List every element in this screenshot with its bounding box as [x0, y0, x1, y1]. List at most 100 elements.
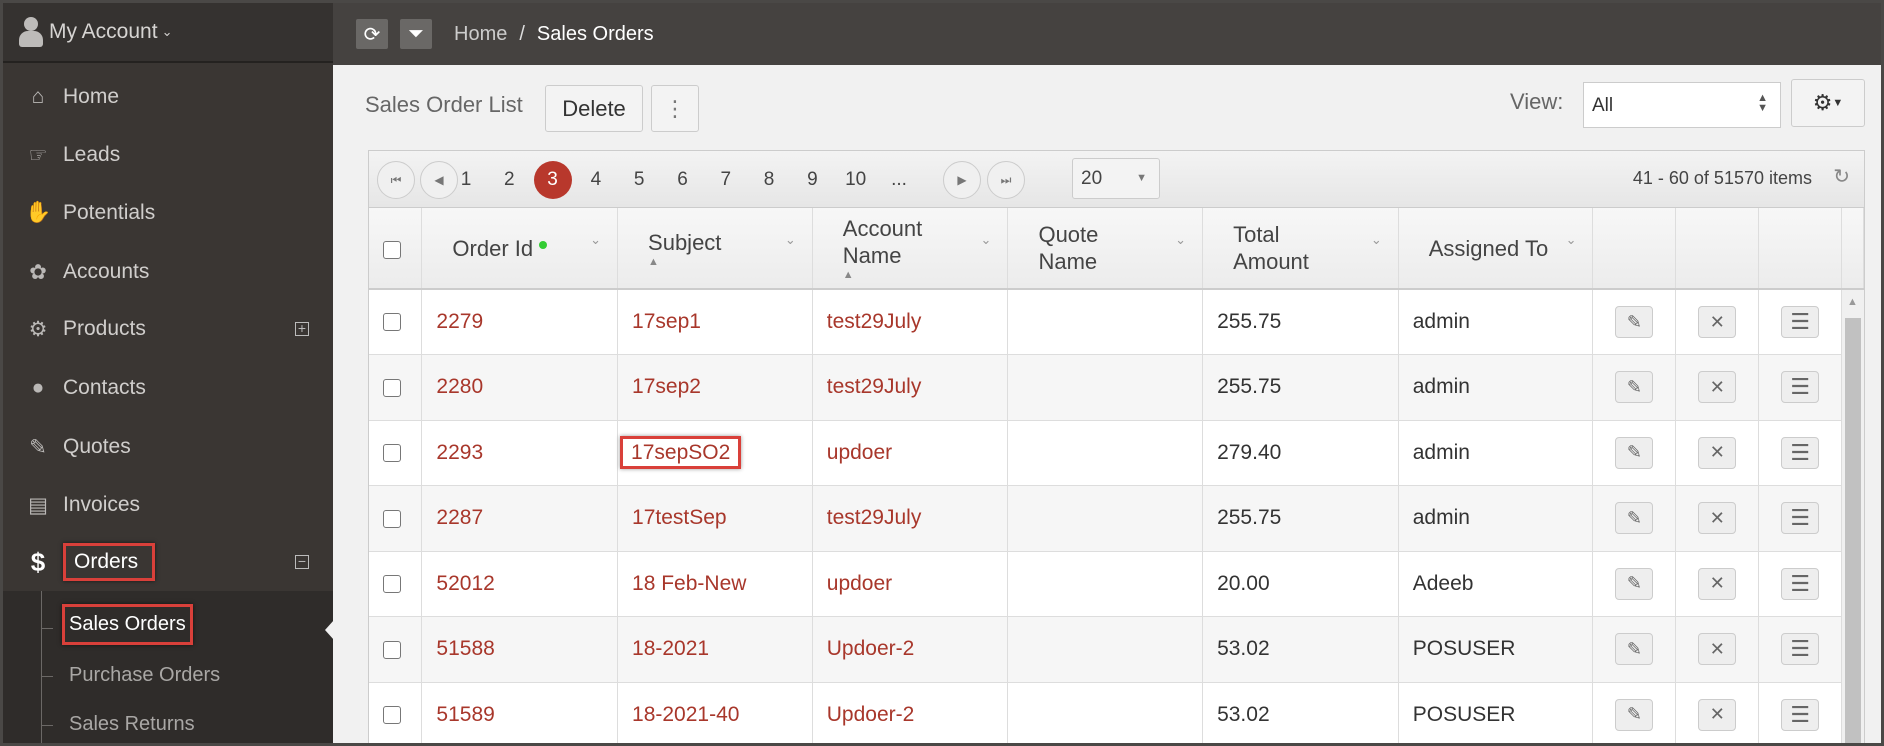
sidebar-subitem-purchase-orders[interactable]: Purchase Orders: [69, 664, 221, 686]
delete-row-button[interactable]: ✕: [1698, 306, 1737, 338]
edit-button[interactable]: ✎: [1615, 698, 1654, 731]
sidebar-item-home[interactable]: ⌂ Home: [3, 68, 333, 126]
column-menu-icon[interactable]: ⌄: [590, 232, 602, 247]
row-checkbox[interactable]: [383, 575, 401, 594]
row-checkbox[interactable]: [383, 378, 401, 397]
edit-button[interactable]: ✎: [1615, 502, 1654, 535]
subject-link[interactable]: 18 Feb-New: [632, 571, 747, 595]
delete-row-button[interactable]: ✕: [1698, 436, 1737, 469]
sidebar-item-potentials[interactable]: ✋ Potentials: [3, 184, 333, 242]
column-menu-icon[interactable]: ⌄: [1565, 232, 1577, 247]
column-menu-icon[interactable]: ⌄: [784, 232, 796, 247]
sidebar-item-contacts[interactable]: ● Contacts: [3, 359, 333, 417]
subject-link[interactable]: 17sepSO2: [620, 435, 742, 469]
sidebar-item-products[interactable]: ⚙ Products +: [3, 300, 333, 358]
row-checkbox[interactable]: [383, 706, 401, 725]
sidebar-subitem-sales-returns[interactable]: Sales Returns: [69, 713, 195, 735]
column-header[interactable]: Total Amount ⌄: [1202, 208, 1399, 290]
edit-button[interactable]: ✎: [1615, 633, 1654, 666]
column-menu-icon[interactable]: ⌄: [980, 232, 992, 247]
page-5-button[interactable]: 5: [633, 169, 645, 190]
column-header[interactable]: Account Name ▲ ⌄: [812, 208, 1009, 290]
page-6-button[interactable]: 6: [677, 169, 688, 190]
column-menu-icon[interactable]: ⌄: [1175, 232, 1187, 247]
delete-row-button[interactable]: ✕: [1698, 371, 1737, 404]
account-link[interactable]: test29July: [826, 506, 922, 530]
sidebar-item-leads[interactable]: ☞ Leads: [3, 126, 333, 184]
edit-button[interactable]: ✎: [1615, 371, 1654, 404]
settings-button[interactable]: ⚙ ▼: [1791, 79, 1865, 127]
my-account-menu[interactable]: My Account ⌄: [3, 3, 333, 63]
prev-page-button[interactable]: ◀: [420, 161, 458, 199]
column-header[interactable]: Order Id ⌄: [421, 208, 619, 290]
page-more-button[interactable]: ...: [891, 169, 907, 190]
account-link[interactable]: updoer: [826, 571, 893, 595]
delete-button[interactable]: Delete: [545, 85, 643, 132]
page-10-button[interactable]: 10: [845, 169, 867, 190]
delete-row-button[interactable]: ✕: [1698, 502, 1737, 535]
subject-link[interactable]: 17testSep: [632, 506, 727, 530]
subject-link[interactable]: 17sep2: [632, 375, 701, 399]
column-header[interactable]: Quote Name ⌄: [1007, 208, 1204, 290]
sidebar-item-accounts[interactable]: ✿ Accounts: [3, 243, 333, 301]
page-3-button[interactable]: 3: [533, 161, 572, 199]
column-header[interactable]: Subject ▲ ⌄: [617, 208, 813, 290]
edit-button[interactable]: ✎: [1615, 436, 1654, 469]
page-7-button[interactable]: 7: [720, 169, 732, 190]
row-menu-button[interactable]: ☰: [1781, 306, 1820, 338]
edit-button[interactable]: ✎: [1615, 306, 1654, 338]
order-id-link[interactable]: 52012: [436, 571, 495, 595]
sidebar-item-quotes[interactable]: ✎ Quotes: [3, 418, 333, 476]
subject-link[interactable]: 18-2021: [632, 637, 710, 661]
collapse-icon[interactable]: −: [295, 554, 309, 569]
expand-icon[interactable]: +: [295, 321, 309, 336]
delete-row-button[interactable]: ✕: [1698, 567, 1737, 600]
sidebar-item-orders[interactable]: $ Orders −: [3, 533, 333, 591]
page-size-select[interactable]: 20 ▼: [1072, 158, 1160, 199]
row-menu-button[interactable]: ☰: [1781, 502, 1820, 535]
row-checkbox[interactable]: [383, 444, 401, 463]
page-4-button[interactable]: 4: [590, 169, 602, 190]
order-id-link[interactable]: 51589: [436, 702, 495, 726]
order-id-link[interactable]: 2279: [436, 310, 484, 333]
first-page-button[interactable]: ⏮: [377, 161, 415, 199]
row-checkbox[interactable]: [383, 313, 401, 332]
order-id-link[interactable]: 2280: [436, 375, 484, 399]
row-menu-button[interactable]: ☰: [1781, 633, 1820, 666]
order-id-link[interactable]: 2293: [436, 440, 484, 464]
account-link[interactable]: Updoer-2: [826, 702, 915, 726]
row-menu-button[interactable]: ☰: [1781, 436, 1820, 469]
page-2-button[interactable]: 2: [504, 169, 515, 190]
order-id-link[interactable]: 51588: [436, 637, 495, 661]
sidebar-item-invoices[interactable]: ▤ Invoices: [3, 476, 333, 534]
refresh-button[interactable]: ⟳: [356, 19, 388, 49]
page-9-button[interactable]: 9: [807, 169, 818, 190]
account-link[interactable]: test29July: [826, 375, 922, 399]
page-8-button[interactable]: 8: [763, 169, 775, 190]
order-id-link[interactable]: 2287: [436, 506, 484, 530]
view-select[interactable]: All ▲ ▼: [1583, 82, 1781, 128]
row-menu-button[interactable]: ☰: [1781, 698, 1820, 731]
column-header[interactable]: Assigned To ⌄: [1398, 208, 1594, 290]
last-page-button[interactable]: ⏭: [987, 161, 1025, 199]
column-menu-icon[interactable]: ⌄: [1370, 232, 1382, 247]
row-menu-button[interactable]: ☰: [1781, 371, 1820, 404]
subject-link[interactable]: 18-2021-40: [632, 702, 740, 726]
subject-link[interactable]: 17sep1: [632, 310, 701, 333]
vertical-scrollbar[interactable]: ▲: [1842, 290, 1864, 743]
row-menu-button[interactable]: ☰: [1781, 567, 1820, 600]
account-link[interactable]: test29July: [826, 310, 922, 333]
delete-row-button[interactable]: ✕: [1698, 698, 1737, 731]
grid-refresh-icon[interactable]: ↻: [1833, 166, 1850, 188]
breadcrumb-home[interactable]: Home: [454, 22, 508, 45]
scroll-up-icon[interactable]: ▲: [1847, 296, 1858, 308]
scroll-thumb[interactable]: [1845, 318, 1861, 743]
more-actions-button[interactable]: ⋮: [651, 85, 699, 132]
sidebar-subitem-sales-orders[interactable]: Sales Orders: [62, 604, 193, 645]
page-1-button[interactable]: 1: [460, 169, 472, 190]
account-link[interactable]: updoer: [826, 440, 893, 464]
delete-row-button[interactable]: ✕: [1698, 633, 1737, 666]
clear-filter-button[interactable]: ⏷: [400, 19, 432, 49]
row-checkbox[interactable]: [383, 640, 401, 659]
select-all-checkbox[interactable]: [383, 240, 401, 259]
